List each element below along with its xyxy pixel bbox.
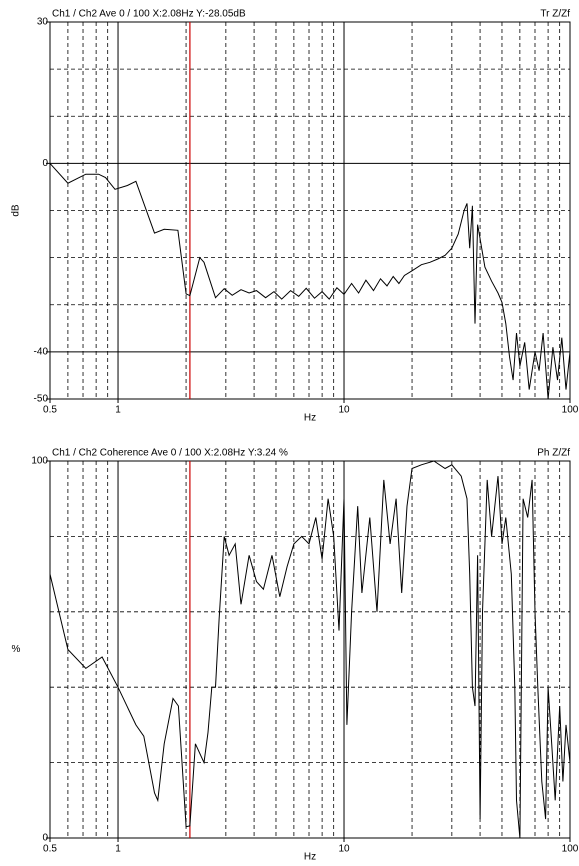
y-tick-label: -50	[34, 394, 49, 405]
y-tick-label: -40	[34, 347, 49, 358]
x-tick-label: 10	[338, 405, 350, 416]
header-left: Ch1 / Ch2 Coherence Ave 0 / 100 X:2.08Hz…	[52, 448, 288, 459]
x-tick-label: 100	[562, 844, 579, 855]
plot-frame	[49, 21, 571, 400]
y-axis-label: %	[12, 644, 21, 655]
x-axis-label: Hz	[304, 413, 316, 424]
y-axis-label: dB	[11, 204, 22, 217]
trace	[49, 460, 571, 839]
x-tick-label: 0.5	[43, 844, 57, 855]
trace	[49, 163, 571, 400]
y-tick-label: 100	[31, 456, 48, 467]
x-tick-label: 1	[115, 844, 121, 855]
header-right: Ph Z/Zf	[537, 448, 570, 459]
plot-frame	[49, 460, 571, 839]
x-tick-label: 1	[115, 405, 121, 416]
x-tick-label: 100	[562, 405, 579, 416]
x-tick-label: 0.5	[43, 405, 57, 416]
x-tick-label: 10	[338, 844, 350, 855]
header-left: Ch1 / Ch2 Ave 0 / 100 X:2.08Hz Y:-28.05d…	[52, 9, 246, 20]
y-tick-label: 30	[37, 17, 49, 28]
header-right: Tr Z/Zf	[540, 9, 570, 20]
y-tick-label: 0	[42, 833, 48, 844]
y-tick-label: 0	[42, 158, 48, 169]
x-axis-label: Hz	[304, 852, 316, 863]
